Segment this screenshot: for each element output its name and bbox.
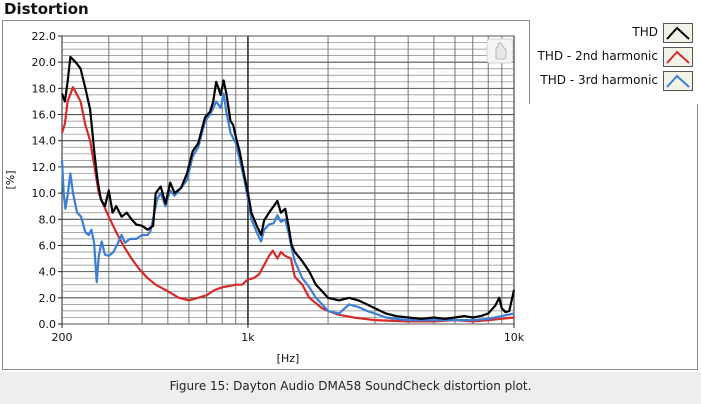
legend-label-2nd-harmonic: THD - 2nd harmonic	[537, 49, 658, 63]
x-tick-label: 200	[52, 331, 73, 344]
y-tick-label: 2.0	[39, 292, 57, 305]
y-tick-label: 22.0	[32, 30, 57, 43]
legend-swatch-2nd-harmonic	[663, 47, 693, 67]
legend-swatch-thd	[663, 23, 693, 43]
legend-label-3rd-harmonic: THD - 3rd harmonic	[540, 73, 658, 87]
y-tick-label: 0.0	[39, 318, 57, 331]
series-line-thd-3rd-harmonic	[60, 92, 515, 322]
axis-ticks: 0.0 2.0 4.0 6.0 8.0 10.0 12.0 14.0 16.0 18.0 20.0 2…	[32, 30, 525, 344]
x-tick-label: 10k	[504, 331, 525, 344]
y-tick-label: 18.0	[32, 82, 57, 95]
panel-title: Distortion	[4, 0, 89, 18]
figure-caption: Figure 15: Dayton Audio DMA58 SoundCheck…	[169, 379, 532, 393]
y-tick-label: 4.0	[39, 266, 57, 279]
y-tick-label: 16.0	[32, 109, 57, 122]
distortion-chart: 0.0 2.0 4.0 6.0 8.0 10.0 12.0 14.0 16.0 18.0 20.0 2…	[4, 30, 525, 365]
series-lines	[60, 55, 516, 323]
y-tick-label: 20.0	[32, 56, 57, 69]
grid	[62, 35, 514, 325]
series-line-thd	[60, 55, 516, 320]
y-tick-label: 10.0	[32, 187, 57, 200]
x-axis-label: [Hz]	[277, 352, 300, 365]
legend: THD THD - 2nd harmonic THD - 3rd harmoni…	[529, 20, 698, 104]
hand-tool-icon[interactable]	[486, 38, 514, 64]
legend-item-2nd-harmonic[interactable]: THD - 2nd harmonic	[530, 46, 696, 70]
legend-label-thd: THD	[632, 25, 658, 39]
y-axis-label: [%]	[4, 170, 17, 189]
y-tick-label: 12.0	[32, 161, 57, 174]
legend-swatch-3rd-harmonic	[663, 71, 693, 91]
y-tick-label: 14.0	[32, 135, 57, 148]
legend-item-3rd-harmonic[interactable]: THD - 3rd harmonic	[530, 70, 696, 94]
caption-bar: Figure 15: Dayton Audio DMA58 SoundCheck…	[0, 372, 701, 404]
y-tick-label: 8.0	[39, 213, 57, 226]
x-tick-label: 1k	[241, 331, 255, 344]
y-tick-label: 6.0	[39, 239, 57, 252]
legend-item-thd[interactable]: THD	[530, 22, 696, 46]
